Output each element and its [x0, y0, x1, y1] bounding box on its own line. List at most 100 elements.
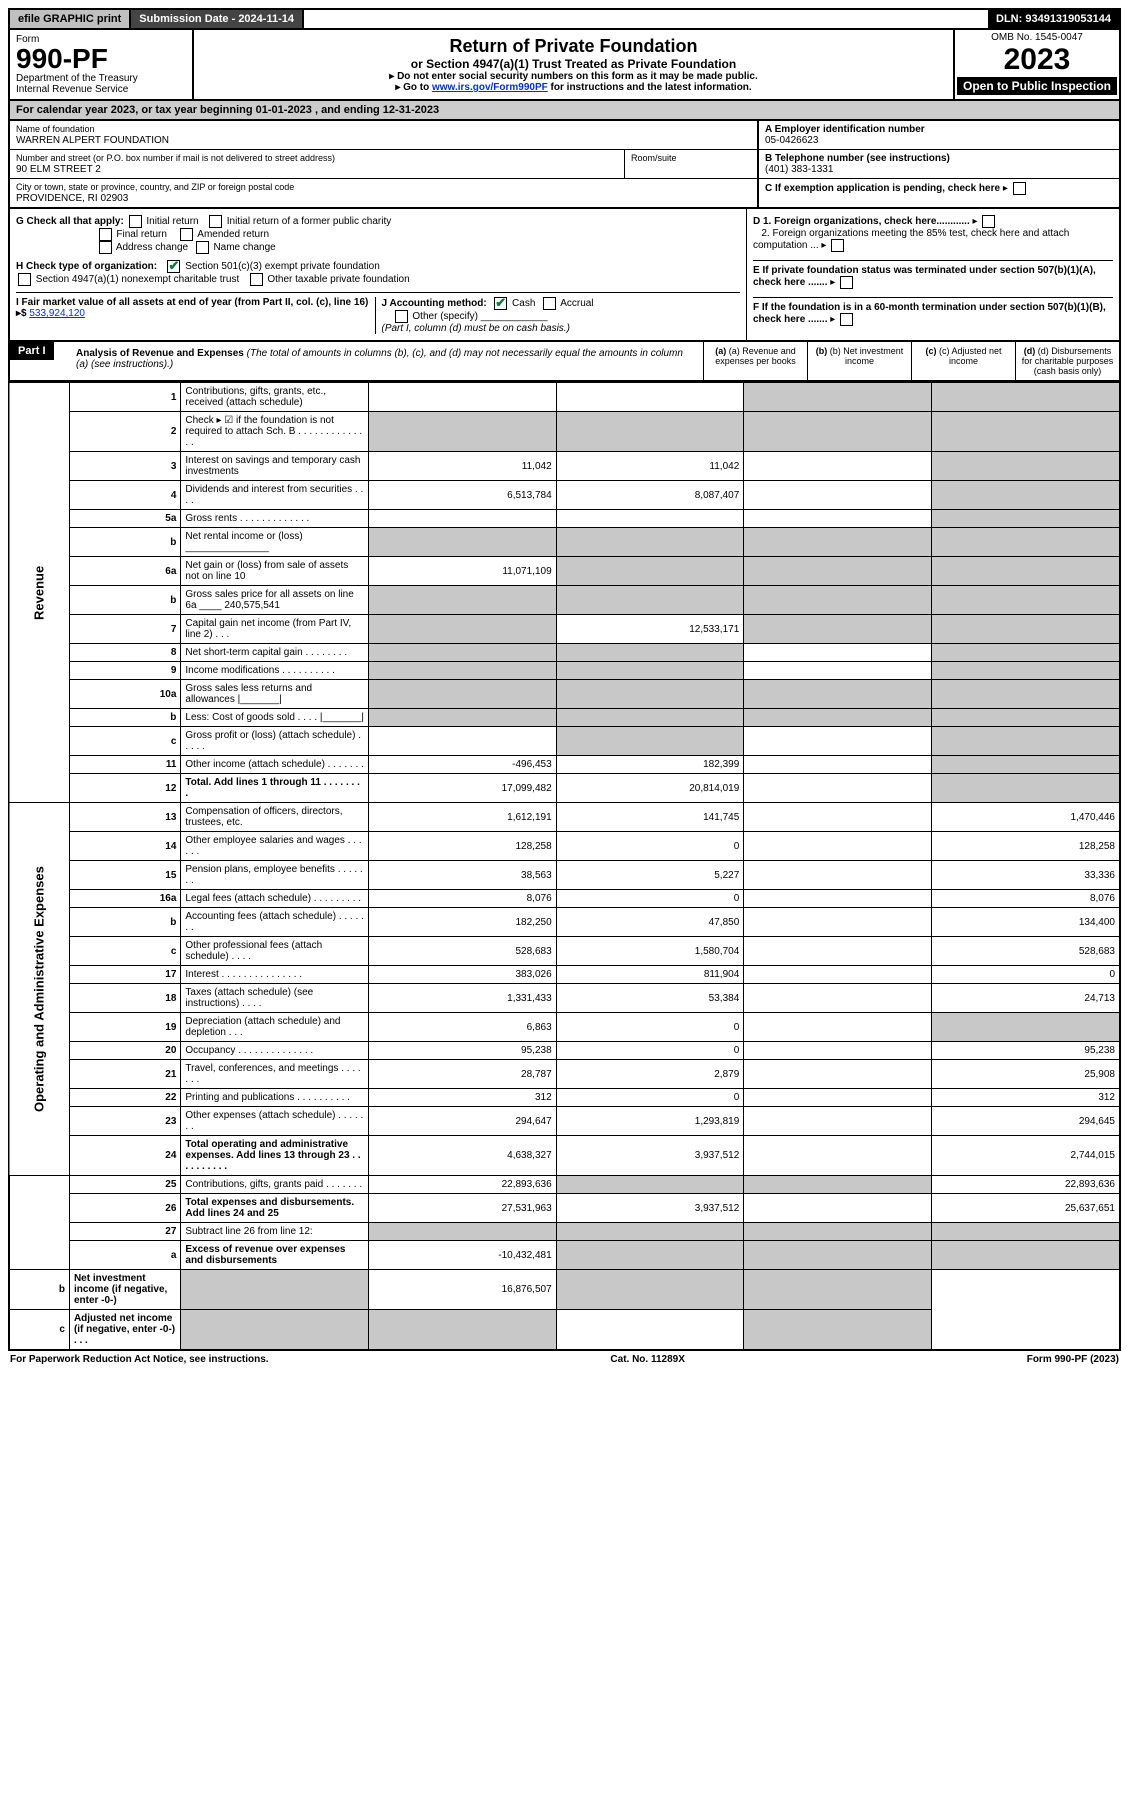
cell-d — [931, 412, 1120, 452]
row-label: Gross rents . . . . . . . . . . . . . — [181, 510, 369, 528]
row-num: 25 — [69, 1176, 180, 1194]
checkbox-cash[interactable] — [494, 297, 507, 310]
checkbox-other-taxable[interactable] — [250, 273, 263, 286]
checkbox-e[interactable] — [840, 276, 853, 289]
table-row: 21Travel, conferences, and meetings . . … — [9, 1060, 1120, 1089]
cell-a — [181, 1310, 369, 1351]
row-label: Less: Cost of goods sold . . . . |______… — [181, 709, 369, 727]
col-a-hdr: (a) (a) Revenue and expenses per books — [704, 342, 808, 380]
cell-c — [744, 1107, 932, 1136]
checkbox-amended[interactable] — [180, 228, 193, 241]
cell-a — [369, 727, 557, 756]
row-label: Legal fees (attach schedule) . . . . . .… — [181, 890, 369, 908]
cell-b: 0 — [556, 832, 744, 861]
cell-a: 22,893,636 — [369, 1176, 557, 1194]
table-row: Revenue1Contributions, gifts, grants, et… — [9, 383, 1120, 412]
cell-b: 8,087,407 — [556, 481, 744, 510]
cell-a: 11,042 — [369, 452, 557, 481]
row-label: Net short-term capital gain . . . . . . … — [181, 644, 369, 662]
part1-header: Part I Analysis of Revenue and Expenses … — [8, 342, 1121, 382]
cell-c — [744, 984, 932, 1013]
cell-a: 383,026 — [369, 966, 557, 984]
cell-a: 17,099,482 — [369, 774, 557, 803]
row-num: 16a — [69, 890, 180, 908]
row-label: Other income (attach schedule) . . . . .… — [181, 756, 369, 774]
checkbox-d2[interactable] — [831, 239, 844, 252]
fmv-link[interactable]: 533,924,120 — [29, 308, 85, 319]
cell-d — [931, 481, 1120, 510]
table-row: 11Other income (attach schedule) . . . .… — [9, 756, 1120, 774]
row-num: b — [9, 1270, 69, 1310]
cell-b: 182,399 — [556, 756, 744, 774]
cell-b — [556, 727, 744, 756]
row-num: 12 — [69, 774, 180, 803]
cell-d — [931, 510, 1120, 528]
cell-c — [744, 510, 932, 528]
table-row: aExcess of revenue over expenses and dis… — [9, 1241, 1120, 1270]
calendar-year: For calendar year 2023, or tax year begi… — [8, 101, 1121, 121]
checkbox-initial[interactable] — [129, 215, 142, 228]
row-label: Contributions, gifts, grants paid . . . … — [181, 1176, 369, 1194]
cell-a — [181, 1270, 369, 1310]
row-label: Printing and publications . . . . . . . … — [181, 1089, 369, 1107]
col-b-hdr: (b) (b) Net investment income — [808, 342, 912, 380]
cell-b — [556, 1176, 744, 1194]
table-row: bLess: Cost of goods sold . . . . |_____… — [9, 709, 1120, 727]
cell-b — [369, 1310, 557, 1351]
cell-b — [556, 557, 744, 586]
cell-c — [744, 452, 932, 481]
checkbox-accrual[interactable] — [543, 297, 556, 310]
cell-a: 6,863 — [369, 1013, 557, 1042]
row-label: Gross sales price for all assets on line… — [181, 586, 369, 615]
row-num: 15 — [69, 861, 180, 890]
row-label: Total. Add lines 1 through 11 . . . . . … — [181, 774, 369, 803]
row-num: b — [69, 709, 180, 727]
cell-a — [369, 709, 557, 727]
section-revenue: Revenue — [9, 383, 69, 803]
cell-a: -10,432,481 — [369, 1241, 557, 1270]
name-row: Name of foundation WARREN ALPERT FOUNDAT… — [10, 121, 757, 150]
table-row: 12Total. Add lines 1 through 11 . . . . … — [9, 774, 1120, 803]
checkbox-final[interactable] — [99, 228, 112, 241]
cell-b: 0 — [556, 1042, 744, 1060]
row-num: 20 — [69, 1042, 180, 1060]
checkbox-c[interactable] — [1013, 182, 1026, 195]
irs-link[interactable]: www.irs.gov/Form990PF — [432, 82, 548, 93]
checkbox-501c3[interactable] — [167, 260, 180, 273]
cell-d — [931, 756, 1120, 774]
cell-b: 1,580,704 — [556, 937, 744, 966]
city-row: City or town, state or province, country… — [10, 179, 757, 207]
row-num: 1 — [69, 383, 180, 412]
cell-a: 95,238 — [369, 1042, 557, 1060]
checkbox-addr-change[interactable] — [99, 241, 112, 254]
table-row: cGross profit or (loss) (attach schedule… — [9, 727, 1120, 756]
cell-d: 312 — [931, 1089, 1120, 1107]
checkbox-4947[interactable] — [18, 273, 31, 286]
cell-d — [931, 1013, 1120, 1042]
cell-d: 25,637,651 — [931, 1194, 1120, 1223]
form-subtitle: or Section 4947(a)(1) Trust Treated as P… — [204, 57, 943, 71]
checkbox-d1[interactable] — [982, 215, 995, 228]
checkbox-f[interactable] — [840, 313, 853, 326]
cell-d — [931, 528, 1120, 557]
row-label: Dividends and interest from securities .… — [181, 481, 369, 510]
checkbox-name-change[interactable] — [196, 241, 209, 254]
cell-c — [744, 937, 932, 966]
cell-c — [744, 1013, 932, 1042]
cell-d — [931, 586, 1120, 615]
cell-d: 1,470,446 — [931, 803, 1120, 832]
footer-right: Form 990-PF (2023) — [1027, 1354, 1119, 1365]
table-row: 3Interest on savings and temporary cash … — [9, 452, 1120, 481]
checkbox-initial-former[interactable] — [209, 215, 222, 228]
cell-c — [744, 1136, 932, 1176]
submission-date: Submission Date - 2024-11-14 — [131, 10, 304, 28]
checkbox-other-method[interactable] — [395, 310, 408, 323]
row-label: Taxes (attach schedule) (see instruction… — [181, 984, 369, 1013]
cell-c — [744, 1176, 932, 1194]
cell-c — [744, 966, 932, 984]
cell-b: 3,937,512 — [556, 1194, 744, 1223]
cell-a: 1,612,191 — [369, 803, 557, 832]
header-mid: Return of Private Foundation or Section … — [194, 30, 953, 99]
row-label: Travel, conferences, and meetings . . . … — [181, 1060, 369, 1089]
cell-c — [744, 774, 932, 803]
